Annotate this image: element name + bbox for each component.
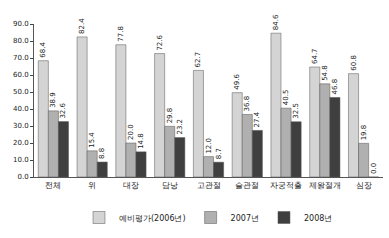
svg-text:0.0: 0.0	[370, 163, 378, 174]
svg-text:심장: 심장	[356, 181, 372, 190]
svg-text:0.0: 0.0	[17, 173, 28, 181]
svg-text:대장: 대장	[123, 181, 139, 190]
svg-text:32.5: 32.5	[292, 103, 300, 119]
svg-text:10.0: 10.0	[13, 156, 29, 164]
svg-text:자궁적출: 자궁적출	[270, 181, 302, 190]
svg-text:30.0: 30.0	[13, 122, 29, 130]
svg-text:20.0: 20.0	[127, 124, 135, 140]
svg-text:36.8: 36.8	[243, 96, 251, 112]
svg-text:제왕절개: 제왕절개	[309, 181, 341, 190]
svg-text:고관절: 고관절	[197, 181, 221, 190]
svg-text:위: 위	[88, 181, 96, 190]
svg-text:예비평가(2006년): 예비평가(2006년)	[119, 214, 186, 223]
svg-text:20.0: 20.0	[13, 139, 29, 147]
svg-text:46.8: 46.8	[331, 79, 339, 95]
svg-text:14.8: 14.8	[137, 133, 145, 149]
svg-text:40.0: 40.0	[13, 105, 29, 113]
svg-text:68.4: 68.4	[39, 42, 47, 58]
svg-text:64.7: 64.7	[311, 48, 319, 64]
svg-text:50.0: 50.0	[13, 88, 29, 96]
svg-text:54.8: 54.8	[321, 65, 329, 81]
svg-text:슬관절: 슬관절	[235, 181, 259, 190]
svg-text:72.6: 72.6	[156, 34, 164, 50]
svg-text:2008년: 2008년	[304, 214, 332, 223]
svg-text:90.0: 90.0	[13, 20, 29, 28]
svg-text:2007년: 2007년	[231, 214, 259, 223]
svg-text:77.8: 77.8	[117, 26, 125, 42]
svg-text:82.4: 82.4	[78, 18, 86, 34]
svg-text:8.8: 8.8	[98, 148, 106, 159]
svg-text:80.0: 80.0	[13, 37, 29, 45]
svg-text:38.9: 38.9	[49, 92, 57, 108]
svg-text:32.6: 32.6	[59, 102, 67, 118]
svg-text:70.0: 70.0	[13, 54, 29, 62]
svg-text:49.6: 49.6	[233, 74, 241, 90]
svg-text:29.8: 29.8	[166, 108, 174, 124]
svg-text:60.0: 60.0	[13, 71, 29, 79]
svg-text:전체: 전체	[45, 181, 61, 190]
svg-text:12.0: 12.0	[205, 138, 213, 154]
svg-text:84.6: 84.6	[272, 14, 280, 30]
svg-text:62.7: 62.7	[194, 52, 202, 68]
svg-text:23.2: 23.2	[176, 119, 184, 135]
svg-text:27.4: 27.4	[253, 111, 261, 127]
svg-text:60.8: 60.8	[350, 55, 358, 71]
svg-text:담낭: 담낭	[162, 181, 178, 190]
svg-text:19.8: 19.8	[360, 125, 368, 141]
svg-text:8.7: 8.7	[215, 148, 223, 159]
svg-text:15.4: 15.4	[88, 132, 96, 148]
svg-text:40.5: 40.5	[282, 90, 290, 106]
